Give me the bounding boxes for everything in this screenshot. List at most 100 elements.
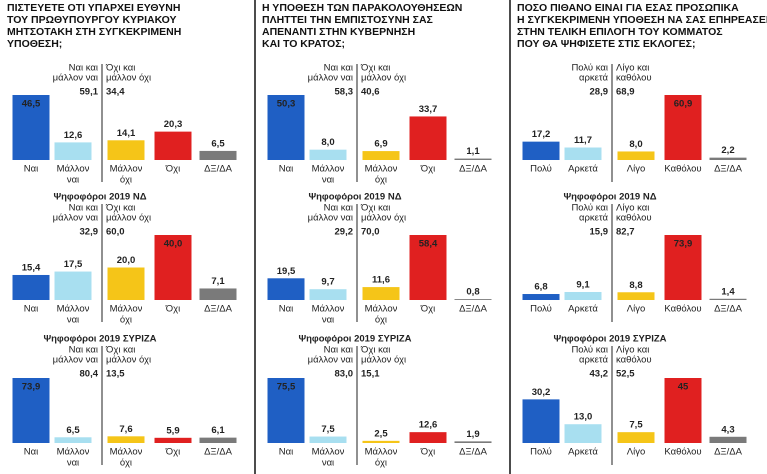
summary-label: καθόλου [616,73,652,84]
value-label: 8,0 [629,139,642,150]
category-label: όχι [375,315,387,326]
summary-label: μάλλον όχι [361,73,406,84]
summary-value: 68,9 [616,87,635,98]
value-label: 8,8 [629,280,642,291]
summary-label: μάλλον όχι [361,355,406,366]
bar [54,437,92,443]
panel-title: ΠΟΥ ΘΑ ΨΗΦΙΣΕΤΕ ΣΤΙΣ ΕΚΛΟΓΕΣ; [517,38,695,50]
value-label: 73,9 [22,382,41,393]
category-label: Μάλλον [110,164,143,175]
category-label: Πολύ [530,304,552,315]
value-label: 17,5 [64,259,83,270]
group-subtitle: Ψηφοφόροι 2019 ΣΥΡΙΖΑ [43,334,156,345]
summary-value: 15,1 [361,369,380,380]
bar [309,149,347,160]
bar [154,235,192,300]
bar [409,432,447,443]
value-label: 1,9 [466,429,479,440]
bar [362,440,400,443]
group-subtitle: Ψηφοφόροι 2019 ΣΥΡΙΖΑ [553,334,666,345]
category-label: Μάλλον [57,164,90,175]
summary-label: Όχι και [105,345,135,356]
value-label: 9,1 [576,280,590,291]
group-subtitle: Ψηφοφόροι 2019 ΝΔ [308,192,401,203]
category-label: Λίγο [627,164,646,175]
value-label: 9,7 [321,277,334,288]
category-label: Μάλλον [312,447,345,458]
bar [362,151,400,160]
summary-label: μάλλον ναι [308,73,353,84]
bar [107,267,145,300]
summary-value: 28,9 [590,87,609,98]
summary-label: Πολύ και [571,63,608,74]
category-label: Λίγο [627,447,646,458]
value-label: 12,6 [419,420,438,431]
bar [199,288,237,300]
summary-value: 70,0 [361,227,380,238]
value-label: 58,4 [419,239,438,250]
value-label: 6,8 [534,282,547,293]
category-label: Μάλλον [312,164,345,175]
panel-title: ΑΠΕΝΑΝΤΙ ΣΤΗΝ ΚΥΒΕΡΝΗΣΗ [262,26,415,38]
value-label: 19,5 [277,266,296,277]
category-label: ΔΞ/ΔΑ [204,447,233,458]
value-label: 2,2 [721,145,734,156]
bar [522,141,560,160]
category-label: Μάλλον [312,304,345,315]
value-label: 2,5 [374,428,388,439]
summary-value: 82,7 [616,227,635,238]
bar [309,436,347,443]
group-subtitle: Ψηφοφόροι 2019 ΣΥΡΙΖΑ [298,334,411,345]
bar [709,436,747,443]
bar [617,292,655,300]
value-label: 20,3 [164,119,183,130]
value-label: 46,5 [22,99,41,110]
summary-value: 43,2 [590,369,609,380]
value-label: 7,6 [119,424,132,435]
bar [54,142,92,160]
value-label: 6,9 [374,139,387,150]
category-label: Πολύ [530,447,552,458]
value-label: 40,0 [164,239,183,250]
value-label: 7,5 [629,420,643,431]
category-label: Μάλλον [57,304,90,315]
summary-label: μάλλον ναι [53,355,98,366]
category-label: όχι [120,315,132,326]
bar [154,131,192,160]
category-label: Πολύ [530,164,552,175]
category-label: όχι [375,458,387,469]
value-label: 12,6 [64,130,83,141]
category-label: Μάλλον [365,164,398,175]
value-label: 33,7 [419,104,438,115]
bar [267,95,305,160]
bar [199,150,237,160]
category-label: Ναι [279,447,293,458]
bar [199,437,237,443]
panel-title: Η ΣΥΓΚΕΚΡΙΜΕΝΗ ΥΠΟΘΕΣΗ ΝΑ ΣΑΣ ΕΠΗΡΕΑΣΕΙ [517,14,767,26]
summary-label: Ναι και [324,203,353,214]
category-label: ΔΞ/ΔΑ [714,304,743,315]
category-label: ΔΞ/ΔΑ [204,164,233,175]
category-label: Ναι [24,304,38,315]
summary-label: μάλλον ναι [53,73,98,84]
category-label: Μάλλον [57,447,90,458]
summary-label: Ναι και [69,63,98,74]
value-label: 6,5 [211,138,225,149]
value-label: 75,5 [277,382,296,393]
value-label: 73,9 [674,239,693,250]
category-label: ναι [67,315,79,326]
category-label: Αρκετά [568,164,598,175]
summary-value: 40,6 [361,87,380,98]
panel-title: ΣΤΗΝ ΤΕΛΙΚΗ ΕΠΙΛΟΓΗ ΤΟΥ ΚΟΜΜΑΤΟΣ [517,26,723,38]
value-label: 0,8 [466,287,479,298]
summary-label: μάλλον ναι [308,213,353,224]
summary-value: 13,5 [106,369,125,380]
panel-title: Η ΥΠΟΘΕΣΗ ΤΩΝ ΠΑΡΑΚΟΛΟΥΘΗΣΕΩΝ [262,2,462,14]
category-label: ΔΞ/ΔΑ [714,164,743,175]
summary-label: Ναι και [324,63,353,74]
value-label: 7,1 [211,276,225,287]
bar [107,436,145,443]
category-label: Καθόλου [664,164,701,175]
summary-label: μάλλον όχι [106,213,151,224]
category-label: όχι [375,175,387,186]
